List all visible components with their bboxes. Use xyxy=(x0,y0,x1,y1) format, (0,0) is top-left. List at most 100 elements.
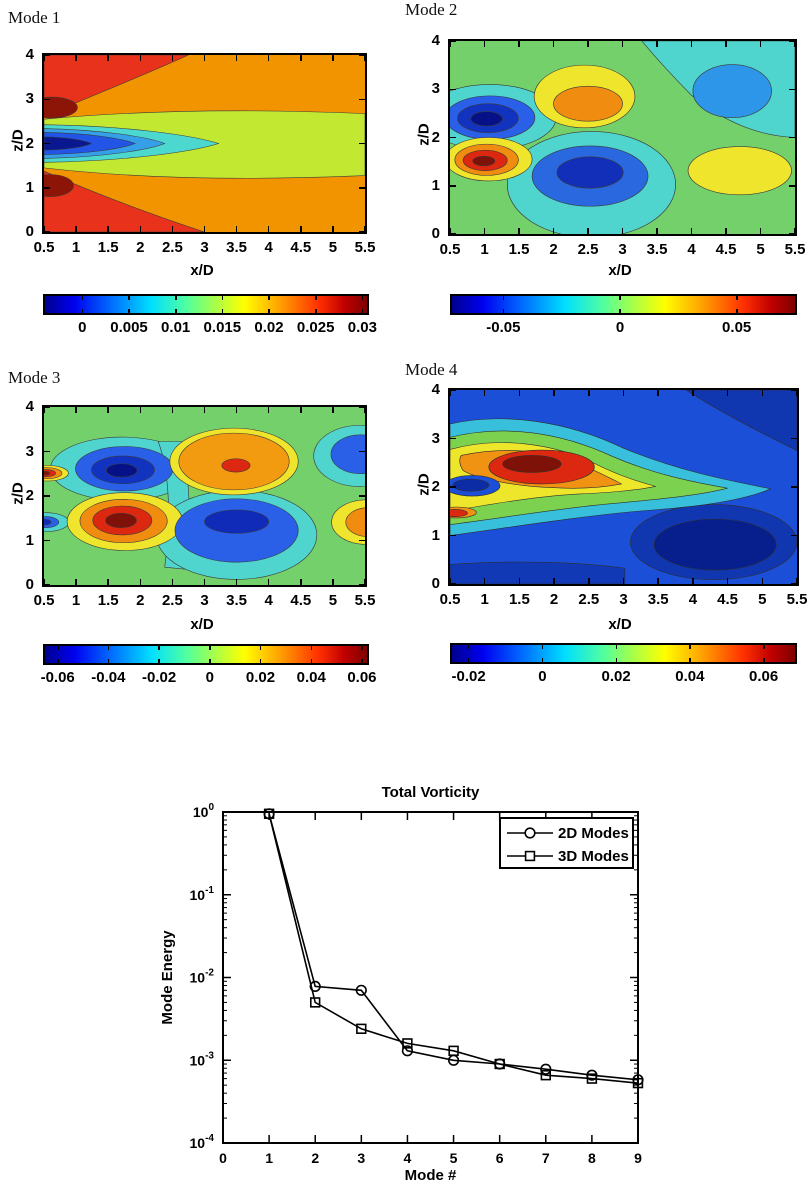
x-tick-label: 4.5 xyxy=(715,241,737,258)
colorbar-tick-label: 0.015 xyxy=(203,319,242,336)
colorbar-tick-mark xyxy=(221,309,224,313)
mode-1-contour-art xyxy=(44,55,365,232)
x-tick-mark xyxy=(726,578,729,584)
contour-panel-mode-1: Mode 1 z/D x/D 0.5 1 1. xyxy=(0,0,400,348)
colorbar-tick-mark xyxy=(763,658,765,662)
x-tick-mark xyxy=(692,578,694,584)
y-tick-mark xyxy=(789,40,795,42)
x-tick-mark xyxy=(364,226,366,232)
mode-3-contour-art xyxy=(44,407,365,585)
colorbar-tick-mark xyxy=(502,296,505,300)
x-tick-mark xyxy=(725,228,727,234)
mode-1-colorbar xyxy=(43,294,369,315)
x-tick-label: 5 xyxy=(450,1150,458,1166)
x-tick-label: 5 xyxy=(756,241,765,258)
x-tick-mark xyxy=(552,228,555,234)
x-tick-mark xyxy=(203,55,206,61)
y-tick-label: 2 xyxy=(431,128,440,146)
legend-marker-square xyxy=(524,850,536,862)
x-tick-mark xyxy=(364,579,366,585)
mode-2-contour-art xyxy=(450,41,795,234)
y-tick-label: 1 xyxy=(25,178,34,196)
x-tick-label: 1.5 xyxy=(508,241,530,258)
y-tick-label: 2 xyxy=(25,487,34,504)
y-tick-mark xyxy=(44,450,50,453)
x-tick-label: 3 xyxy=(357,1150,365,1166)
x-tick-label: 1 xyxy=(265,1150,273,1166)
mode-4-contour-art xyxy=(450,390,797,584)
y-tick-label: 4 xyxy=(25,46,34,63)
colorbar-tick-mark xyxy=(361,296,364,300)
x-tick-mark xyxy=(483,228,486,234)
x-tick-mark xyxy=(139,407,142,413)
x-tick-label: 0.5 xyxy=(439,241,461,258)
colorbar-tick-label: 0 xyxy=(78,319,87,336)
colorbar-tick-mark xyxy=(615,658,618,662)
x-tick-mark xyxy=(449,578,451,584)
legend-label-2d-modes: 2D Modes xyxy=(558,825,629,842)
x-tick-mark xyxy=(75,579,77,585)
x-tick-label: 2.5 xyxy=(161,239,183,256)
x-tick-mark xyxy=(75,407,77,413)
colorbar-tick-mark xyxy=(619,296,621,300)
x-tick-mark xyxy=(171,55,174,61)
x-tick-label: 4 xyxy=(687,241,696,258)
x-tick-mark xyxy=(332,407,334,413)
x-tick-mark xyxy=(518,390,521,396)
y-tick-mark xyxy=(789,136,795,139)
x-tick-label: 1 xyxy=(480,241,489,258)
y-tick-label: 4 xyxy=(431,381,440,398)
y-tick-mark xyxy=(359,54,365,56)
x-tick-label: 3.5 xyxy=(646,241,668,258)
colorbar-tick-label: -0.05 xyxy=(486,319,521,336)
x-tick-mark xyxy=(796,390,798,396)
x-tick-mark xyxy=(449,228,451,234)
x-tick-mark xyxy=(796,578,798,584)
x-tick-mark xyxy=(621,41,624,47)
y-tick-mark xyxy=(44,584,50,586)
x-tick-mark xyxy=(235,226,238,232)
y-tick-mark xyxy=(359,539,365,542)
x-tick-label: 1 xyxy=(71,239,81,256)
colorbar-tick-mark xyxy=(467,658,470,662)
x-tick-mark xyxy=(725,41,727,47)
x-tick-mark xyxy=(171,407,174,413)
x-tick-label: 5 xyxy=(328,592,338,609)
data-point-3d-modes xyxy=(356,1023,367,1034)
x-tick-mark xyxy=(139,55,142,61)
y-tick-mark xyxy=(791,389,797,391)
y-tick-label: 10-1 xyxy=(190,885,215,903)
colorbar-tick-label: 0.02 xyxy=(245,669,276,686)
x-tick-label: 4.5 xyxy=(290,592,312,609)
colorbar-tick-mark xyxy=(259,646,262,650)
panel-title-mode-1: Mode 1 xyxy=(8,8,61,27)
colorbar-tick-mark xyxy=(107,659,110,663)
x-tick-mark xyxy=(267,579,270,585)
y-tick-mark xyxy=(789,185,795,187)
colorbar-tick-mark xyxy=(315,309,317,313)
x-tick-label: 4.5 xyxy=(290,239,312,256)
x-tick-label: 2 xyxy=(549,241,558,258)
y-tick-mark xyxy=(789,88,795,90)
x-tick-mark xyxy=(794,41,796,47)
y-tick-label: 4 xyxy=(25,398,34,415)
colorbar-tick-mark xyxy=(310,646,313,650)
x-tick-mark xyxy=(759,228,762,234)
x-tick-mark xyxy=(483,578,486,584)
colorbar-tick-mark xyxy=(107,646,110,650)
y-tick-mark xyxy=(789,233,795,235)
x-tick-label: 5.5 xyxy=(354,239,376,256)
y-tick-label: 2 xyxy=(25,134,34,152)
y-tick-mark xyxy=(359,98,365,100)
x-tick-mark xyxy=(588,390,590,396)
colorbar-tick-mark xyxy=(689,658,691,662)
x-tick-label: 4 xyxy=(404,1150,412,1166)
energy-plot-frame xyxy=(222,811,639,1144)
y-tick-mark xyxy=(44,187,50,189)
x-tick-label: 7 xyxy=(542,1150,550,1166)
colorbar-tick-label: -0.02 xyxy=(451,668,486,685)
y-tick-label: 1 xyxy=(25,531,34,549)
y-tick-mark xyxy=(791,486,797,488)
y-tick-label: 3 xyxy=(25,442,34,460)
x-tick-label: 2.5 xyxy=(578,591,600,608)
